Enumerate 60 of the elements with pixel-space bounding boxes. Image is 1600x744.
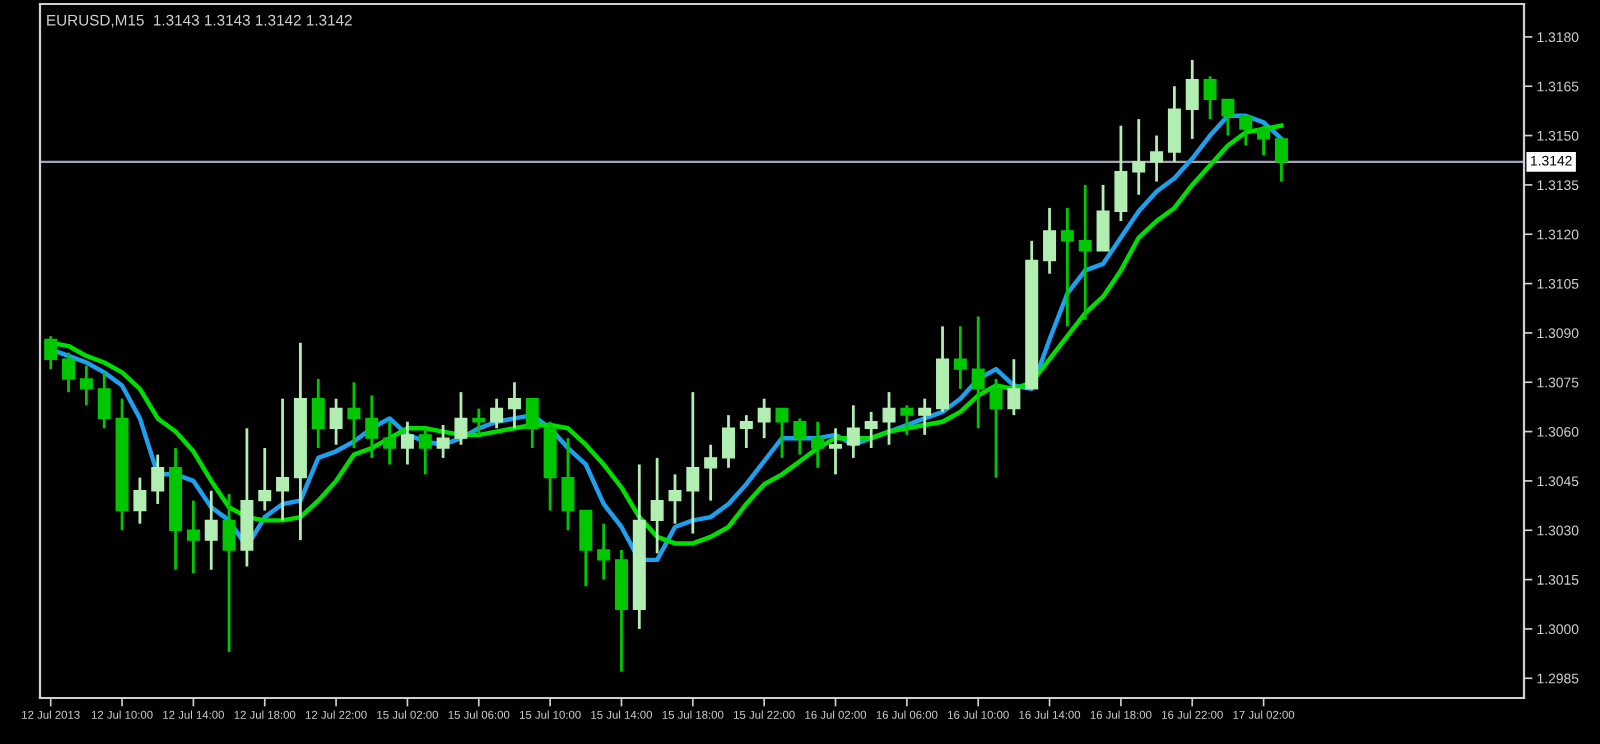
candlestick <box>329 397 343 447</box>
candlestick <box>1114 124 1128 223</box>
candlestick <box>1239 114 1253 147</box>
candlestick <box>1185 58 1199 141</box>
candlestick <box>793 417 807 456</box>
candlestick <box>79 364 93 407</box>
candlestick <box>1274 137 1288 183</box>
candlestick <box>900 403 914 437</box>
candlestick <box>1043 206 1057 276</box>
candlestick <box>133 476 147 526</box>
candlestick <box>704 443 718 503</box>
candlestick <box>971 315 985 430</box>
candlestick <box>490 397 504 430</box>
candlestick <box>62 351 76 394</box>
candlestick <box>1150 134 1164 183</box>
candlestick <box>347 380 361 450</box>
candlestick <box>454 390 468 447</box>
candlestick <box>1257 124 1271 157</box>
candlestick <box>668 472 682 526</box>
candlestick <box>579 509 593 588</box>
candlestick <box>186 499 200 575</box>
candlestick <box>650 456 664 555</box>
candlestick <box>846 403 860 460</box>
candlestick <box>953 324 967 391</box>
candlestick <box>597 522 611 581</box>
candlestick <box>829 426 843 476</box>
candlestick <box>1078 183 1092 322</box>
candlestick <box>383 420 397 466</box>
candlestick <box>775 407 789 460</box>
candlestick <box>989 377 1003 480</box>
candlestick <box>436 423 450 460</box>
candlestick <box>222 492 236 654</box>
candlestick <box>739 413 753 450</box>
candlestick <box>1096 183 1110 253</box>
candlestick <box>418 426 432 476</box>
candlestick <box>507 380 521 430</box>
candlestick <box>1060 206 1074 328</box>
candlestick <box>276 397 290 522</box>
candlestick <box>757 397 771 440</box>
candlestick <box>400 420 414 466</box>
candlestick <box>258 446 272 512</box>
candlestick <box>1007 357 1021 417</box>
candlestick <box>864 410 878 450</box>
candlestick <box>311 377 325 450</box>
candlestick <box>686 390 700 535</box>
candlestick <box>44 334 58 371</box>
candlestick <box>1203 74 1217 121</box>
candlestick <box>811 420 825 470</box>
candlestick <box>882 390 896 447</box>
candlestick <box>721 413 735 470</box>
candlestick <box>204 489 218 572</box>
candlestick <box>97 370 111 430</box>
candlestick <box>918 397 932 437</box>
candlestick <box>365 394 379 460</box>
candlestick <box>1167 84 1181 164</box>
candlestick <box>561 436 575 532</box>
candlestick <box>525 397 539 450</box>
candlestick <box>1221 97 1235 137</box>
candlestick <box>151 453 165 506</box>
candlestick <box>1132 117 1146 197</box>
